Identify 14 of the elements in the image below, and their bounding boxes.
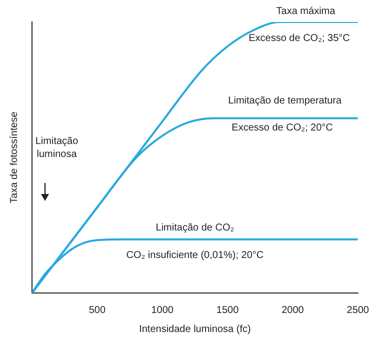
text: Taxa máxima <box>276 6 336 17</box>
x-tick-label: 2000 <box>282 304 304 316</box>
annotation: Limitação luminosa <box>35 136 79 160</box>
annotation: CO₂ insuficiente (0,01%); 20°C <box>126 250 264 261</box>
annotation: Limitação de CO₂ <box>156 222 234 234</box>
x-tick-label: 1000 <box>151 304 174 316</box>
x-tick-label: 500 <box>88 304 106 316</box>
y-axis-title: Taxa de fotossíntese <box>8 111 20 204</box>
annotation: Limitação de temperatura <box>228 95 342 106</box>
x-tick-label: 2500 <box>346 304 370 316</box>
annotation: Excesso de CO₂; 20°C <box>232 122 333 134</box>
annotation: Excesso de CO₂; 35°C <box>248 32 350 44</box>
x-axis-title: Intensidade luminosa (fc) <box>139 324 251 335</box>
x-tick-label: 1500 <box>216 304 240 316</box>
